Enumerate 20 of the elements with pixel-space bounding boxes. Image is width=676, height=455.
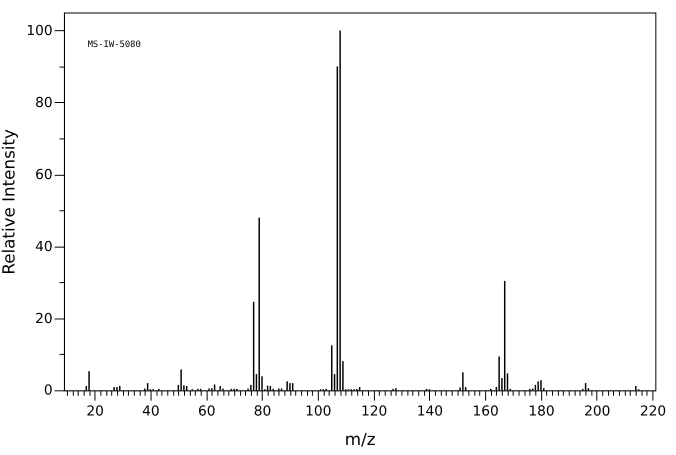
x-tick-label: 20 [86,403,104,420]
y-axis-title: Relative Intensity [0,129,19,275]
y-tick-label: 40 [35,238,53,255]
x-axis-title: m/z [344,428,376,449]
x-tick-label: 180 [528,403,555,420]
x-tick-label: 100 [305,403,332,420]
y-tick-label: 60 [35,166,53,183]
x-tick-label: 80 [254,403,272,420]
y-tick-label: 0 [44,382,53,399]
x-tick-label: 160 [472,403,499,420]
x-tick-label: 60 [198,403,216,420]
y-tick-label: 80 [35,94,53,111]
x-tick-label: 140 [416,403,444,420]
x-tick-label: 220 [640,403,666,420]
x-tick-label: 40 [142,403,160,420]
annotation: MS-IW-5080 [88,40,141,50]
x-tick-label: 120 [360,403,388,420]
x-tick-label: 200 [584,403,610,420]
y-tick-label: 20 [35,310,53,327]
y-tick-label: 100 [26,22,53,39]
